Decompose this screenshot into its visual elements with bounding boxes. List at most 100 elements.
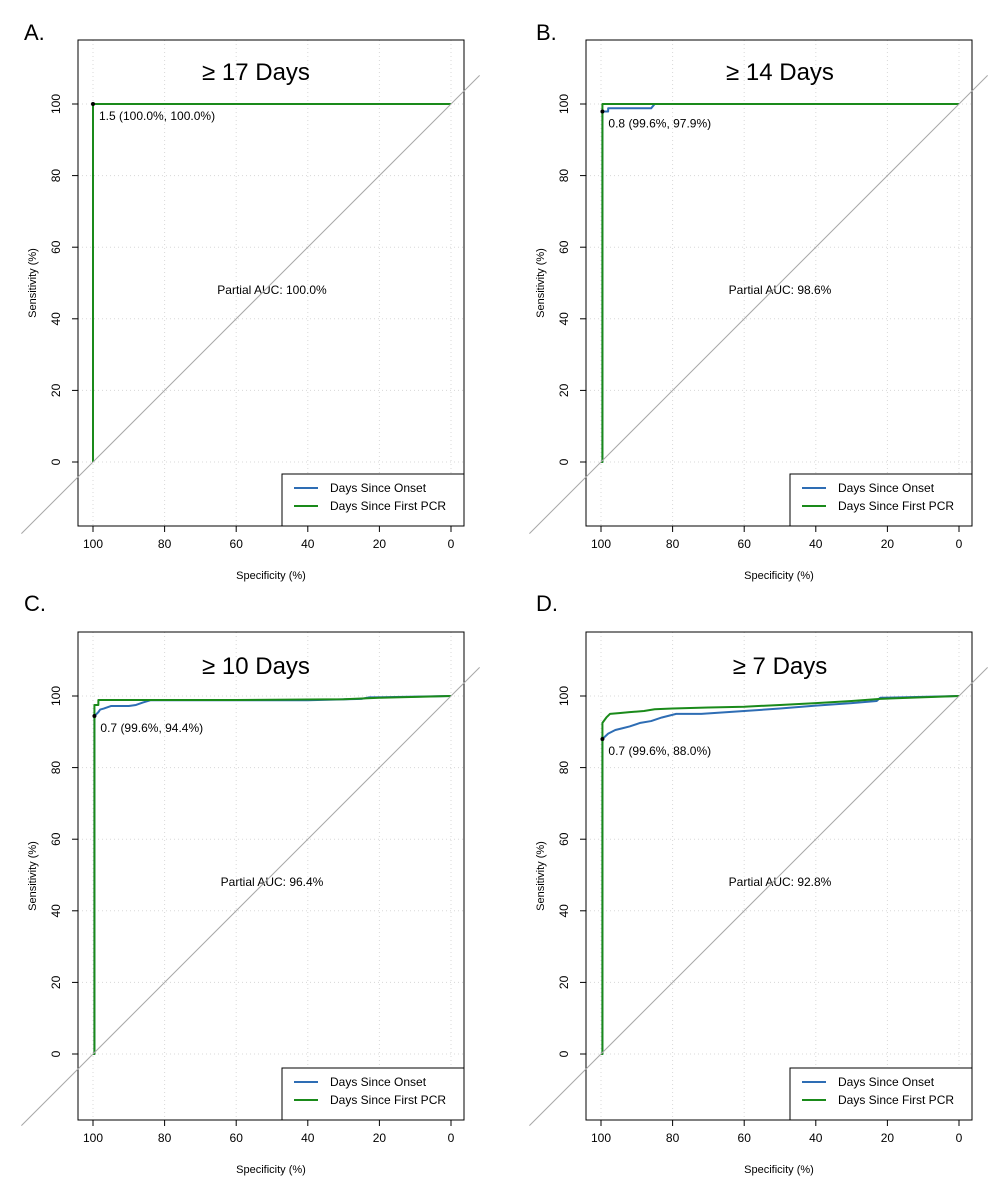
x-tick-label: 80 (666, 1131, 680, 1145)
plot-frame (77, 39, 465, 527)
x-tick-label: 60 (230, 1131, 244, 1145)
roc-curve-days-since-onset (601, 695, 960, 1055)
plot-area (91, 102, 451, 462)
x-tick-label: 20 (881, 1131, 895, 1145)
legend-entry: Days Since First PCR (838, 1093, 954, 1107)
legend-box (789, 1067, 973, 1121)
y-tick-label: 0 (49, 1050, 63, 1057)
legend: Days Since Onset Days Since First PCR (281, 473, 465, 527)
x-axis-label: Specificity (%) (744, 1164, 814, 1176)
x-tick-label: 60 (738, 1131, 752, 1145)
y-axis-label: Sensitivity (%) (535, 841, 547, 911)
x-tick-label: 100 (83, 1131, 103, 1145)
legend-box (281, 473, 465, 527)
x-tick-label: 80 (666, 537, 680, 551)
y-tick-label: 20 (557, 975, 571, 989)
threshold-label: 0.7 (99.6%, 88.0%) (608, 744, 711, 758)
chart-title: ≥ 17 Days (202, 59, 310, 86)
chart-title: ≥ 10 Days (202, 653, 310, 680)
y-tick-label: 100 (557, 686, 571, 706)
roc-panel-d: D. 0.7 (99.6%, 88.0%) Partial AUC: 92.8% ≥ … (535, 591, 973, 1176)
y-tick-label: 60 (557, 832, 571, 846)
legend-entry: Days Since Onset (330, 1075, 427, 1089)
grid-lines (78, 632, 464, 1120)
y-tick-label: 60 (49, 240, 63, 254)
legend-entry: Days Since Onset (838, 481, 935, 495)
panel-letter: A. (24, 20, 45, 45)
x-tick-label: 40 (809, 537, 823, 551)
grid-lines (586, 632, 972, 1120)
chart-title: ≥ 7 Days (733, 653, 828, 680)
legend-box (789, 473, 973, 527)
legend-box (281, 1067, 465, 1121)
y-tick-label: 100 (49, 94, 63, 114)
legend-entry: Days Since Onset (330, 481, 427, 495)
roc-curve-days-since-first-pcr (601, 103, 959, 463)
partial-auc-label: Partial AUC: 92.8% (729, 875, 832, 889)
x-tick-label: 0 (956, 1131, 963, 1145)
y-tick-label: 80 (557, 761, 571, 775)
threshold-label: 1.5 (100.0%, 100.0%) (99, 109, 215, 123)
reference-diagonal-line (529, 75, 988, 534)
y-tick-label: 40 (557, 312, 571, 326)
legend: Days Since Onset Days Since First PCR (281, 1067, 465, 1121)
legend: Days Since Onset Days Since First PCR (789, 473, 973, 527)
x-tick-label: 60 (230, 537, 244, 551)
x-tick-label: 100 (591, 537, 611, 551)
y-tick-label: 20 (557, 383, 571, 397)
plot-frame (585, 631, 973, 1121)
reference-diagonal-line (21, 667, 480, 1126)
x-tick-label: 0 (448, 537, 455, 551)
y-axis-label: Sensitivity (%) (27, 248, 39, 318)
x-tick-label: 40 (301, 537, 315, 551)
threshold-point (92, 714, 97, 719)
x-axis-label: Specificity (%) (236, 570, 306, 582)
threshold-label: 0.7 (99.6%, 94.4%) (100, 721, 203, 735)
x-tick-label: 100 (83, 537, 103, 551)
roc-panel-b: B. 0.8 (99.6%, 97.9%) Partial AUC: 98.6% ≥ … (535, 20, 973, 582)
legend-entry: Days Since First PCR (838, 499, 954, 513)
y-axis-label: Sensitivity (%) (27, 841, 39, 911)
y-tick-label: 0 (557, 1050, 571, 1057)
x-tick-label: 100 (591, 1131, 611, 1145)
x-tick-label: 60 (738, 537, 752, 551)
y-tick-label: 60 (557, 240, 571, 254)
chart-title: ≥ 14 Days (726, 59, 834, 86)
x-axis-label: Specificity (%) (744, 570, 814, 582)
panel-letter: C. (24, 591, 46, 616)
plot-frame (77, 631, 465, 1121)
partial-auc-label: Partial AUC: 96.4% (221, 875, 324, 889)
x-tick-label: 40 (809, 1131, 823, 1145)
y-tick-label: 20 (49, 383, 63, 397)
y-tick-label: 0 (557, 458, 571, 465)
x-tick-label: 20 (373, 537, 387, 551)
y-tick-label: 40 (49, 904, 63, 918)
y-tick-label: 80 (557, 169, 571, 183)
x-axis-label: Specificity (%) (236, 1164, 306, 1176)
y-tick-label: 80 (49, 169, 63, 183)
legend: Days Since Onset Days Since First PCR (789, 1067, 973, 1121)
roc-curve-days-since-first-pcr (601, 695, 960, 1055)
y-tick-label: 100 (49, 686, 63, 706)
threshold-point (600, 736, 605, 741)
x-tick-label: 20 (881, 537, 895, 551)
y-tick-label: 0 (49, 458, 63, 465)
y-tick-label: 20 (49, 975, 63, 989)
y-tick-label: 40 (49, 312, 63, 326)
x-tick-label: 80 (158, 537, 172, 551)
threshold-point (91, 102, 95, 106)
plot-area (92, 695, 452, 1055)
legend-entry: Days Since Onset (838, 1075, 935, 1089)
legend-entry: Days Since First PCR (330, 499, 446, 513)
roc-curve-days-since-first-pcr (93, 695, 452, 1055)
legend-entry: Days Since First PCR (330, 1093, 446, 1107)
partial-auc-label: Partial AUC: 98.6% (729, 283, 832, 297)
roc-panel-c: C. 0.7 (99.6%, 94.4%) Partial AUC: 96.4% ≥ … (24, 591, 465, 1176)
panel-letter: D. (536, 591, 558, 616)
y-tick-label: 100 (557, 94, 571, 114)
y-axis-label: Sensitivity (%) (535, 248, 547, 318)
reference-diagonal-line (529, 667, 988, 1126)
roc-panel-a: A. 1.5 (100.0%, 100.0%) Partial AUC: 100.0… (24, 20, 465, 582)
x-tick-label: 80 (158, 1131, 172, 1145)
plot-frame (585, 39, 973, 527)
